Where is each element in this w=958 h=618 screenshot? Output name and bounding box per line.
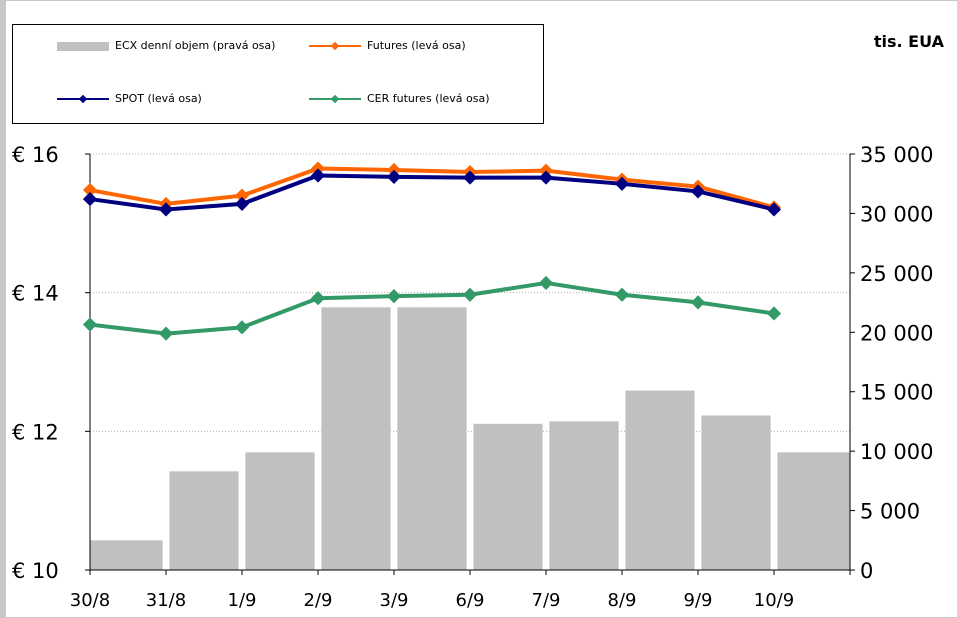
legend-item-cer: CER futures (levá osa) [309,92,490,105]
series-marker [690,184,706,199]
left-tick-label: € 12 [12,420,59,444]
volume-bar [245,452,315,570]
x-tick-label: 10/9 [754,590,794,611]
right-tick-label: 10 000 [860,440,933,464]
x-tick-label: 6/9 [456,590,485,611]
series-marker [614,287,630,302]
series-marker [386,169,402,184]
legend-label-cer: CER futures (levá osa) [367,92,490,105]
series-line [89,166,775,210]
x-tick-label: 2/9 [304,590,333,611]
series-marker [82,191,98,207]
series-marker [690,295,706,310]
x-tick-label: 1/9 [228,590,257,611]
axes [85,153,855,575]
series-line [89,280,775,336]
right-tick-label: 15 000 [860,381,933,405]
right-tick-label: 5 000 [860,500,920,524]
volume-bar [549,421,619,570]
series-marker [538,170,554,185]
series-marker [462,170,478,185]
legend-swatch-bars [57,41,109,51]
left-tick-label: € 10 [12,559,59,583]
series-marker [234,196,250,211]
legend-item-futures: Futures (levá osa) [309,39,466,52]
right-tick-label: 30 000 [860,202,933,226]
series-marker [158,326,174,341]
series-line [89,173,775,212]
volume-bar [90,540,163,570]
legend: ECX denní objem (pravá osa) Futures (lev… [12,24,544,124]
series-marker [614,176,630,191]
legend-swatch-futures [309,41,361,51]
series-marker [462,287,478,302]
x-tick-label: 8/9 [608,590,637,611]
series-marker [766,306,782,321]
series-marker [538,275,554,291]
series-marker [234,320,250,335]
left-tick-label: € 14 [12,282,59,306]
x-tick-label: 7/9 [532,590,561,611]
right-tick-label: 35 000 [860,143,933,167]
volume-bar [169,471,239,570]
volume-bar [321,307,391,570]
series-marker [386,289,402,304]
x-tick-label: 31/8 [146,590,186,611]
volume-bars [90,307,850,570]
x-tick-label: 30/8 [70,590,110,611]
legend-swatch-spot [57,94,109,104]
legend-item-spot: SPOT (levá osa) [57,92,202,105]
series-marker [310,168,326,183]
left-tick-label: € 16 [12,143,59,167]
series-marker [234,188,250,203]
x-tick-label: 9/9 [684,590,713,611]
volume-bar [473,423,543,570]
series-marker [158,202,174,217]
legend-label-bars: ECX denní objem (pravá osa) [115,39,276,52]
series-marker [310,291,326,306]
right-tick-label: 25 000 [860,262,933,286]
tick-labels: € 10 € 12 € 14 € 16 0 5 000 10 000 15 000 20 000… [12,143,933,611]
volume-bar [397,307,467,570]
volume-bar [701,415,771,570]
volume-bar [777,452,850,570]
right-tick-label: 20 000 [860,321,933,345]
unit-label: tis. EUA [873,32,944,51]
volume-bar [625,390,695,570]
series-marker [766,202,782,217]
price-lines [82,161,782,341]
series-marker [82,317,98,332]
legend-item-bars: ECX denní objem (pravá osa) [57,39,275,52]
legend-label-futures: Futures (levá osa) [367,39,466,52]
x-tick-label: 3/9 [380,590,409,611]
legend-label-spot: SPOT (levá osa) [115,92,202,105]
right-tick-label: 0 [860,559,873,583]
legend-swatch-cer [309,94,361,104]
